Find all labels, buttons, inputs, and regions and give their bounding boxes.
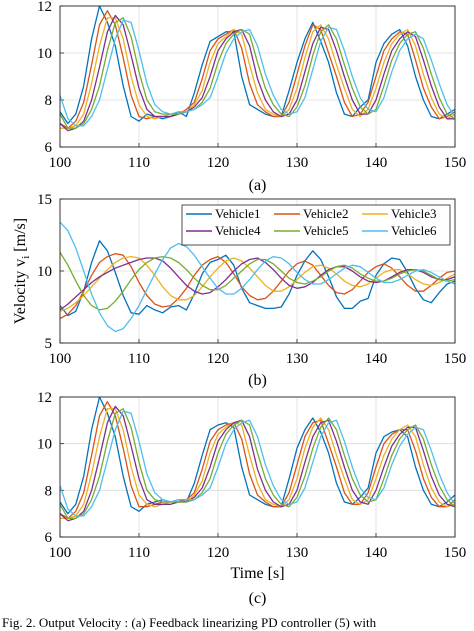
y-axis-label-unit: [m/s] [12, 218, 29, 256]
axes-frame [59, 198, 456, 344]
series-line-vehicle6 [60, 410, 455, 517]
series-line-vehicle3 [60, 408, 455, 519]
y-tick-label: 10 [37, 46, 52, 62]
panel-label: (c) [249, 590, 267, 607]
x-tick-label: 120 [207, 545, 230, 561]
y-axis-label-main: Velocity v [12, 259, 29, 324]
series-line-vehicle5 [60, 408, 455, 519]
series-line-vehicle6 [60, 221, 455, 333]
series-line-vehicle1 [60, 6, 455, 125]
series-line-vehicle3 [60, 17, 455, 129]
legend-item: Vehicle4 [186, 223, 261, 238]
x-tick-label: 150 [444, 155, 467, 171]
series-line-vehicle2 [60, 10, 455, 129]
series-line-vehicle1 [60, 397, 455, 515]
x-tick-label: 110 [128, 545, 150, 561]
series-line-vehicle4 [60, 257, 455, 311]
y-tick-label: 10 [37, 437, 52, 453]
x-tick-label: 130 [286, 351, 309, 367]
legend-label: Vehicle3 [391, 206, 436, 221]
y-tick-label: 15 [37, 192, 52, 208]
chart-panel-1: 100 110 120 130 140 150 6 8 10 12 (a) [37, 0, 466, 194]
legend-label: Vehicle5 [303, 223, 348, 238]
y-tick-label: 12 [37, 0, 52, 15]
legend-item: Vehicle6 [362, 223, 437, 238]
x-tick-label: 120 [207, 155, 230, 171]
series-line-vehicle3 [60, 255, 455, 312]
legend-item: Vehicle1 [186, 206, 260, 221]
y-tick-label: 6 [45, 530, 53, 546]
x-tick-label: 100 [49, 545, 72, 561]
axes-frame [59, 5, 456, 148]
chart-panel-3: 100 110 120 130 140 150 6 8 10 12 (c) Time [s] [37, 390, 466, 607]
legend-label: Vehicle1 [215, 206, 260, 221]
legend-item: Vehicle5 [274, 223, 348, 238]
legend-label: Vehicle2 [303, 206, 348, 221]
x-tick-label: 120 [207, 351, 230, 367]
x-tick-label: 140 [365, 351, 388, 367]
panel-label: (a) [249, 177, 267, 194]
series-line-vehicle1 [60, 240, 455, 317]
legend-item: Vehicle2 [274, 206, 348, 221]
x-tick-label: 140 [365, 545, 388, 561]
panel-label: (b) [248, 372, 267, 389]
series-line-vehicle4 [60, 405, 455, 522]
x-tick-label: 110 [128, 351, 150, 367]
x-tick-label: 130 [286, 545, 309, 561]
series-line-vehicle5 [60, 251, 455, 311]
series-line-vehicle4 [60, 14, 455, 132]
y-tick-label: 8 [45, 483, 53, 499]
figure-caption: Fig. 2. Output Velocity : (a) Feedback l… [2, 615, 377, 630]
x-tick-label: 100 [49, 351, 72, 367]
y-tick-label: 5 [45, 336, 53, 352]
series-line-vehicle2 [60, 401, 455, 519]
legend-label: Vehicle6 [391, 223, 437, 238]
x-axis-label: Time [s] [230, 565, 284, 582]
y-axis-label: Velocity vi [m/s] [12, 218, 32, 324]
legend-label: Vehicle4 [215, 223, 261, 238]
y-axis-label-subscript: i [20, 256, 32, 259]
x-tick-label: 100 [49, 155, 72, 171]
x-tick-label: 110 [128, 155, 150, 171]
y-tick-label: 10 [37, 264, 52, 280]
y-tick-label: 8 [45, 93, 53, 109]
axes-frame [59, 396, 456, 538]
series-line-vehicle5 [60, 17, 455, 129]
x-tick-label: 150 [444, 351, 467, 367]
chart-panel-2: 100 110 120 130 140 150 5 10 15 (b) Velocity vi [m… [12, 192, 466, 389]
series-line-vehicle6 [60, 19, 455, 127]
y-tick-label: 6 [45, 140, 53, 156]
x-tick-label: 130 [286, 155, 309, 171]
series-line-vehicle2 [60, 253, 455, 320]
x-tick-label: 150 [444, 545, 467, 561]
legend-box [181, 204, 451, 246]
y-tick-label: 12 [37, 390, 52, 406]
x-tick-label: 140 [365, 155, 388, 171]
legend-item: Vehicle3 [362, 206, 436, 221]
legend: Vehicle1 Vehicle2 Vehicle3 Vehicle4 Vehicle5… [181, 204, 451, 246]
